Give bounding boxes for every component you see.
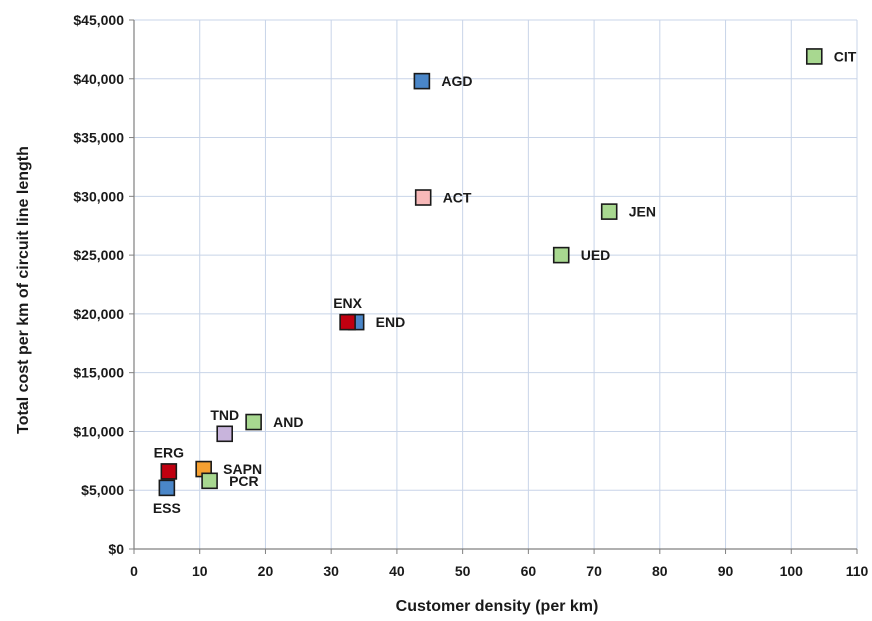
point-label-ess: ESS (153, 500, 181, 516)
point-tnd (216, 425, 234, 443)
x-tick-label: 70 (586, 563, 602, 579)
point-label-pcr: PCR (229, 473, 259, 489)
x-tick-label: 50 (455, 563, 471, 579)
y-tick-label: $20,000 (73, 306, 124, 322)
point-act (414, 189, 432, 206)
x-tick-label: 80 (652, 563, 668, 579)
point-label-act: ACT (443, 190, 472, 206)
y-tick-label: $0 (108, 541, 124, 557)
axes (129, 19, 858, 554)
grid (134, 19, 858, 549)
x-tick-label: 60 (521, 563, 537, 579)
y-tick-label: $10,000 (73, 423, 124, 439)
point-and (245, 413, 262, 431)
point-enx (339, 313, 356, 331)
point-label-ued: UED (581, 247, 611, 263)
point-label-tnd: TND (210, 407, 239, 423)
x-tick-label: 10 (192, 563, 208, 579)
point-jen (600, 203, 618, 220)
y-axis-title: Total cost per km of circuit line length (15, 146, 32, 434)
y-tick-label: $35,000 (73, 130, 124, 146)
point-label-erg: ERG (154, 444, 184, 460)
y-tick-label: $45,000 (73, 12, 124, 28)
x-tick-label: 110 (846, 563, 869, 579)
x-tick-label: 100 (780, 563, 804, 579)
x-axis-title: Customer density (per km) (396, 598, 599, 615)
point-cit (805, 48, 823, 65)
point-pcr (201, 472, 218, 490)
x-tick-label: 30 (323, 563, 339, 579)
y-axis-ticks: $0 $5,000 $10,000 $15,000 $20,000 $25,000 $30,… (73, 12, 124, 557)
point-label-cit: CIT (834, 48, 857, 64)
point-label-end: END (376, 314, 406, 330)
point-agd (413, 72, 431, 90)
point-label-jen: JEN (629, 204, 656, 220)
point-label-enx: ENX (333, 295, 362, 311)
x-tick-label: 0 (130, 563, 138, 579)
y-tick-label: $5,000 (81, 482, 124, 498)
x-tick-label: 20 (258, 563, 274, 579)
x-axis-ticks: 0 10 20 30 40 50 60 70 80 90 100 110 (130, 563, 868, 579)
y-tick-label: $40,000 (73, 71, 124, 87)
x-tick-label: 40 (389, 563, 405, 579)
y-tick-label: $25,000 (73, 247, 124, 263)
point-erg (160, 463, 178, 480)
y-tick-label: $15,000 (73, 365, 124, 381)
point-ess (158, 479, 176, 497)
point-label-sapn: SAPN (223, 461, 262, 477)
x-tick-label: 90 (718, 563, 734, 579)
y-tick-label: $30,000 (73, 188, 124, 204)
point-label-and: AND (273, 414, 303, 430)
point-label-agd: AGD (441, 73, 472, 89)
point-ued (552, 246, 570, 264)
